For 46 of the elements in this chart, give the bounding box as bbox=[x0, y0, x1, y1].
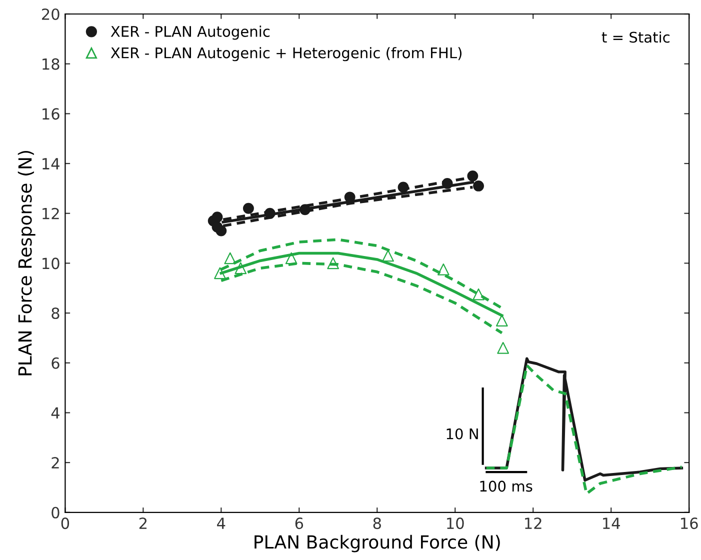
point bbox=[398, 182, 409, 193]
point bbox=[467, 170, 478, 182]
x-tick-label: 10 bbox=[447, 518, 464, 530]
point bbox=[442, 178, 453, 189]
x-tick-label: 8 bbox=[373, 518, 381, 530]
point bbox=[300, 204, 310, 216]
y-tick-label: 10 bbox=[42, 258, 60, 270]
point bbox=[242, 202, 254, 214]
y-tick-label: 4 bbox=[51, 407, 60, 419]
x-tick-label: 2 bbox=[139, 518, 147, 529]
y-tick-label: 14 bbox=[42, 158, 60, 170]
y-tick-label: 12 bbox=[42, 208, 59, 220]
point bbox=[214, 267, 226, 280]
x-tick-label: 4 bbox=[217, 518, 226, 529]
x-tick-label: 12 bbox=[525, 518, 542, 529]
point bbox=[224, 252, 236, 264]
x-axis-title: PLAN Background Force (N) bbox=[254, 534, 500, 552]
point bbox=[496, 314, 508, 326]
point bbox=[472, 288, 484, 300]
legend-label: XER - PLAN Autogenic bbox=[110, 26, 270, 40]
point bbox=[212, 212, 223, 223]
annotation: 10 N bbox=[446, 428, 478, 440]
point bbox=[382, 250, 394, 262]
y-tick-label: 2 bbox=[52, 457, 59, 468]
point bbox=[285, 252, 298, 264]
point bbox=[212, 222, 223, 233]
x-tick-label: 14 bbox=[603, 518, 620, 529]
y-axis-title: PLAN Force Response (N) bbox=[18, 150, 36, 376]
x-tick-label: 16 bbox=[681, 518, 698, 530]
point bbox=[327, 257, 340, 270]
x-tick-label: 6 bbox=[295, 518, 304, 530]
y-tick-label: 8 bbox=[52, 308, 60, 320]
annotation: t = Static bbox=[602, 31, 670, 43]
y-tick-label: 16 bbox=[42, 108, 60, 120]
annotation: 100 ms bbox=[480, 480, 532, 492]
y-tick-label: 20 bbox=[42, 8, 60, 20]
point bbox=[473, 180, 484, 192]
point bbox=[264, 208, 276, 219]
legend-label: XER - PLAN Autogenic + Heterogenic (from FHL) bbox=[110, 47, 462, 62]
point bbox=[234, 262, 247, 274]
y-tick-label: 18 bbox=[42, 58, 60, 70]
x-tick-label: 0 bbox=[61, 518, 70, 530]
point bbox=[497, 342, 510, 354]
point bbox=[437, 263, 450, 276]
y-tick-label: 0 bbox=[52, 506, 60, 518]
y-tick-label: 6 bbox=[52, 357, 60, 369]
